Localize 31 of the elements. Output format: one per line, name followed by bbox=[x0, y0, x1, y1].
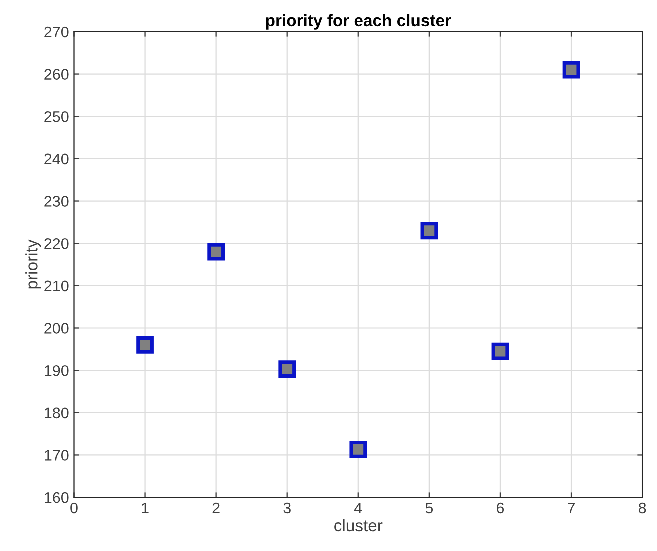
y-axis-title: priority bbox=[26, 240, 42, 289]
point bbox=[420, 222, 438, 240]
x-axis-title: cluster bbox=[334, 519, 383, 532]
point bbox=[350, 441, 368, 458]
y-tick-label: 240 bbox=[44, 154, 69, 165]
y-tick-label: 160 bbox=[45, 492, 69, 504]
y-tick-label: 220 bbox=[44, 238, 69, 250]
point bbox=[562, 61, 580, 79]
y-tick-label: 270 bbox=[44, 26, 69, 38]
y-tick-label: 200 bbox=[44, 323, 69, 334]
x-tick-label: 8 bbox=[638, 502, 646, 514]
y-tick-label: 260 bbox=[44, 69, 69, 80]
x-tick-label: 6 bbox=[497, 502, 504, 514]
y-tick-label: 180 bbox=[45, 408, 69, 419]
y-tick-label: 230 bbox=[44, 196, 69, 207]
point bbox=[136, 336, 154, 354]
point bbox=[278, 360, 296, 378]
y-tick-label: 210 bbox=[44, 280, 69, 292]
y-tick-label: 250 bbox=[44, 111, 69, 122]
x-tick-label: 7 bbox=[568, 502, 575, 514]
chart-title: priority for each cluster bbox=[266, 14, 452, 30]
x-tick-label: 5 bbox=[426, 502, 434, 514]
point bbox=[492, 342, 510, 360]
x-tick-label: 4 bbox=[354, 502, 362, 514]
y-tick-label: 190 bbox=[45, 365, 69, 376]
y-tick-label: 170 bbox=[45, 450, 69, 461]
x-tick-label: 0 bbox=[70, 502, 78, 514]
x-tick-label: 2 bbox=[212, 502, 220, 514]
point bbox=[208, 243, 225, 261]
x-tick-label: 1 bbox=[142, 502, 149, 514]
x-tick-label: 3 bbox=[284, 502, 291, 514]
